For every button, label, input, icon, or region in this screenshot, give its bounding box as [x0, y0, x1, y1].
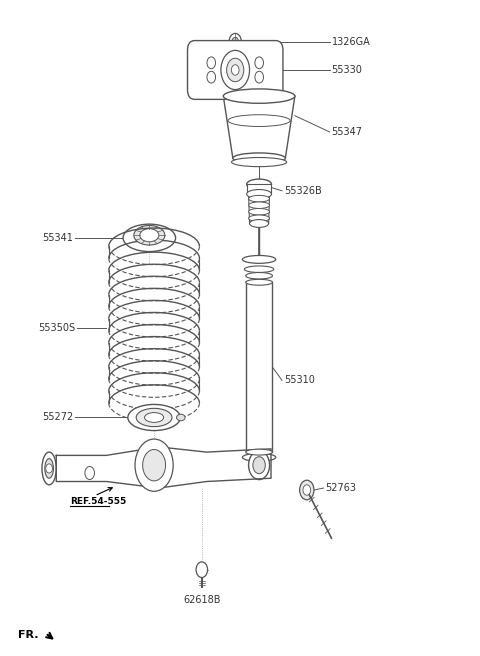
Circle shape — [229, 33, 241, 51]
Text: 55350S: 55350S — [38, 323, 75, 333]
Circle shape — [196, 562, 207, 577]
Ellipse shape — [223, 89, 295, 103]
Text: REF.54-555: REF.54-555 — [70, 497, 126, 506]
Text: 55347: 55347 — [332, 127, 362, 137]
Circle shape — [255, 72, 264, 83]
Circle shape — [135, 439, 173, 491]
Ellipse shape — [244, 266, 274, 272]
Circle shape — [300, 480, 314, 500]
Ellipse shape — [242, 255, 276, 263]
Polygon shape — [56, 447, 271, 488]
Ellipse shape — [42, 452, 56, 485]
Circle shape — [255, 57, 264, 69]
Ellipse shape — [249, 215, 270, 222]
Ellipse shape — [233, 153, 285, 163]
Ellipse shape — [242, 453, 276, 461]
Text: 55272: 55272 — [42, 413, 73, 422]
Circle shape — [249, 451, 270, 480]
Circle shape — [231, 65, 239, 75]
Text: 1326GA: 1326GA — [332, 37, 371, 47]
Ellipse shape — [247, 190, 272, 199]
Circle shape — [46, 464, 52, 473]
Text: 55341: 55341 — [42, 233, 73, 243]
Circle shape — [143, 449, 166, 481]
Circle shape — [227, 58, 244, 82]
Ellipse shape — [246, 272, 273, 279]
Ellipse shape — [128, 405, 180, 430]
Ellipse shape — [249, 195, 270, 202]
Ellipse shape — [250, 220, 269, 228]
Ellipse shape — [140, 229, 159, 242]
Ellipse shape — [123, 224, 176, 251]
Text: 55330: 55330 — [332, 65, 362, 75]
Circle shape — [303, 485, 311, 495]
Circle shape — [221, 51, 250, 90]
Bar — [247, 184, 272, 194]
Ellipse shape — [246, 449, 273, 455]
Ellipse shape — [134, 226, 165, 245]
Ellipse shape — [228, 115, 290, 127]
Text: 55310: 55310 — [284, 375, 315, 385]
Circle shape — [85, 466, 95, 480]
Ellipse shape — [247, 179, 272, 190]
Ellipse shape — [45, 459, 53, 478]
Ellipse shape — [249, 202, 270, 209]
Ellipse shape — [249, 209, 270, 215]
Text: 52763: 52763 — [325, 483, 356, 493]
Ellipse shape — [246, 279, 273, 285]
Circle shape — [253, 457, 265, 474]
Text: FR.: FR. — [18, 630, 38, 640]
Bar — [246, 282, 273, 452]
Ellipse shape — [136, 408, 172, 426]
Ellipse shape — [231, 157, 287, 167]
Ellipse shape — [177, 414, 185, 420]
Circle shape — [207, 72, 216, 83]
Circle shape — [207, 57, 216, 69]
Ellipse shape — [144, 413, 164, 422]
Text: 62618B: 62618B — [183, 594, 221, 605]
Text: 55326B: 55326B — [284, 186, 322, 196]
FancyBboxPatch shape — [188, 41, 283, 99]
Circle shape — [232, 37, 239, 47]
